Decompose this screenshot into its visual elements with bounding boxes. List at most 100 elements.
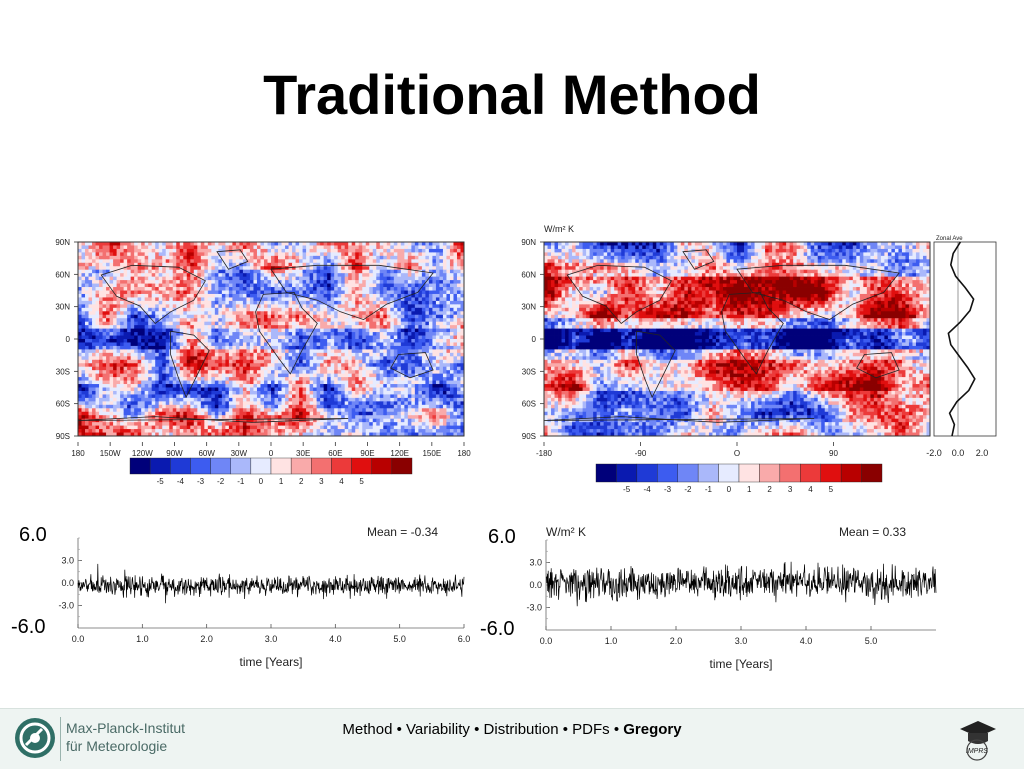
lon-label: 180 xyxy=(457,449,471,458)
lon-label: 150W xyxy=(100,449,121,458)
colorbar-swatch xyxy=(800,464,820,482)
left-map-field xyxy=(78,242,464,436)
x-tick-label: 3.0 xyxy=(735,636,748,646)
right-map-units: W/m² K xyxy=(544,224,574,234)
x-tick-label: 1.0 xyxy=(136,634,149,644)
colorbar-swatch xyxy=(678,464,698,482)
colorbar-swatch xyxy=(271,458,291,474)
colorbar-label: 1 xyxy=(747,485,752,494)
lon-label: 60W xyxy=(198,449,215,458)
institute-line-2: für Meteorologie xyxy=(66,737,185,755)
nav-item-distribution[interactable]: Distribution xyxy=(484,721,559,738)
nav-item-variability[interactable]: Variability xyxy=(406,721,470,738)
y-tick-label: 0.0 xyxy=(61,578,74,588)
colorbar-swatch xyxy=(331,458,351,474)
right-ts-series-line xyxy=(546,562,936,607)
x-tick-label: 4.0 xyxy=(329,634,342,644)
imprs-logo-label: IMPRS xyxy=(966,748,989,755)
colorbar-label: 0 xyxy=(727,485,732,494)
colorbar-swatch xyxy=(251,458,271,474)
lat-label: 90S xyxy=(522,432,536,441)
right-map-field xyxy=(544,242,930,436)
lat-label: 0 xyxy=(532,335,537,344)
x-tick-label: 5.0 xyxy=(865,636,878,646)
colorbar-swatch xyxy=(616,464,636,482)
zonal-tick-label: 0.0 xyxy=(952,448,965,458)
lat-label: 90S xyxy=(56,432,70,441)
colorbar-swatch xyxy=(657,464,677,482)
lon-label: 120E xyxy=(390,449,409,458)
lat-label: 60S xyxy=(56,400,70,409)
zonal-average-line xyxy=(948,242,974,436)
nav-separator: • xyxy=(610,721,624,738)
lon-label: 180 xyxy=(71,449,85,458)
colorbar-label: -4 xyxy=(177,477,185,486)
colorbar-label: -4 xyxy=(644,485,652,494)
lon-label: 90 xyxy=(829,449,838,458)
lat-label: 60N xyxy=(521,270,536,279)
colorbar-label: -3 xyxy=(664,485,672,494)
x-tick-label: 2.0 xyxy=(670,636,683,646)
nav-separator: • xyxy=(559,721,573,738)
colorbar-swatch xyxy=(698,464,718,482)
lat-label: 30N xyxy=(521,303,536,312)
lat-label: 60N xyxy=(55,270,70,279)
colorbar-label: -2 xyxy=(684,485,692,494)
colorbar-label: -2 xyxy=(217,477,225,486)
colorbar-swatch xyxy=(862,464,882,482)
lon-label: 60E xyxy=(328,449,342,458)
colorbar-label: 0 xyxy=(259,477,264,486)
lon-label: 0 xyxy=(269,449,274,458)
footer-navigation: Method • Variability • Distribution • PD… xyxy=(0,721,1024,738)
slide-title: Traditional Method xyxy=(0,62,1024,127)
colorbar-swatch xyxy=(739,464,759,482)
colorbar-label: -1 xyxy=(237,477,245,486)
lon-label: 30W xyxy=(231,449,248,458)
lon-label: 30E xyxy=(296,449,310,458)
colorbar-label: 5 xyxy=(359,477,364,486)
y-tick-label: -3.0 xyxy=(526,603,542,613)
lat-label: 30N xyxy=(55,303,70,312)
nav-item-pdfs[interactable]: PDFs xyxy=(572,721,610,738)
colorbar-swatch xyxy=(392,458,412,474)
left-ts-series-line xyxy=(78,564,464,603)
lat-label: 0 xyxy=(66,335,71,344)
x-tick-label: 1.0 xyxy=(605,636,618,646)
colorbar-swatch xyxy=(821,464,841,482)
footer-bar: Max-Planck-Institut für Meteorologie Met… xyxy=(0,708,1024,769)
colorbar-label: 5 xyxy=(829,485,834,494)
colorbar-label: -1 xyxy=(705,485,713,494)
colorbar-label: 2 xyxy=(767,485,772,494)
right-ts-x-label: time [Years] xyxy=(710,657,773,671)
colorbar-swatch xyxy=(759,464,779,482)
nav-separator: • xyxy=(392,721,406,738)
right-ts-units: W/m² K xyxy=(546,525,586,539)
nav-item-gregory-active[interactable]: Gregory xyxy=(623,721,681,738)
imprs-logo-icon: IMPRS xyxy=(954,717,1000,763)
x-tick-label: 0.0 xyxy=(540,636,553,646)
colorbar-swatch xyxy=(130,458,150,474)
nav-item-method[interactable]: Method xyxy=(342,721,392,738)
colorbar-swatch xyxy=(719,464,739,482)
colorbar-swatch xyxy=(291,458,311,474)
colorbar-swatch xyxy=(150,458,170,474)
x-tick-label: 3.0 xyxy=(265,634,278,644)
nav-separator: • xyxy=(470,721,484,738)
lat-label: 60S xyxy=(522,400,536,409)
colorbar-swatch xyxy=(190,458,210,474)
x-tick-label: 6.0 xyxy=(458,634,470,644)
colorbar-label: 3 xyxy=(319,477,324,486)
lon-label: 150E xyxy=(422,449,441,458)
y-tick-label: 3.0 xyxy=(529,558,542,568)
colorbar-swatch xyxy=(211,458,231,474)
colorbar-label: -5 xyxy=(623,485,631,494)
x-tick-label: 2.0 xyxy=(200,634,213,644)
